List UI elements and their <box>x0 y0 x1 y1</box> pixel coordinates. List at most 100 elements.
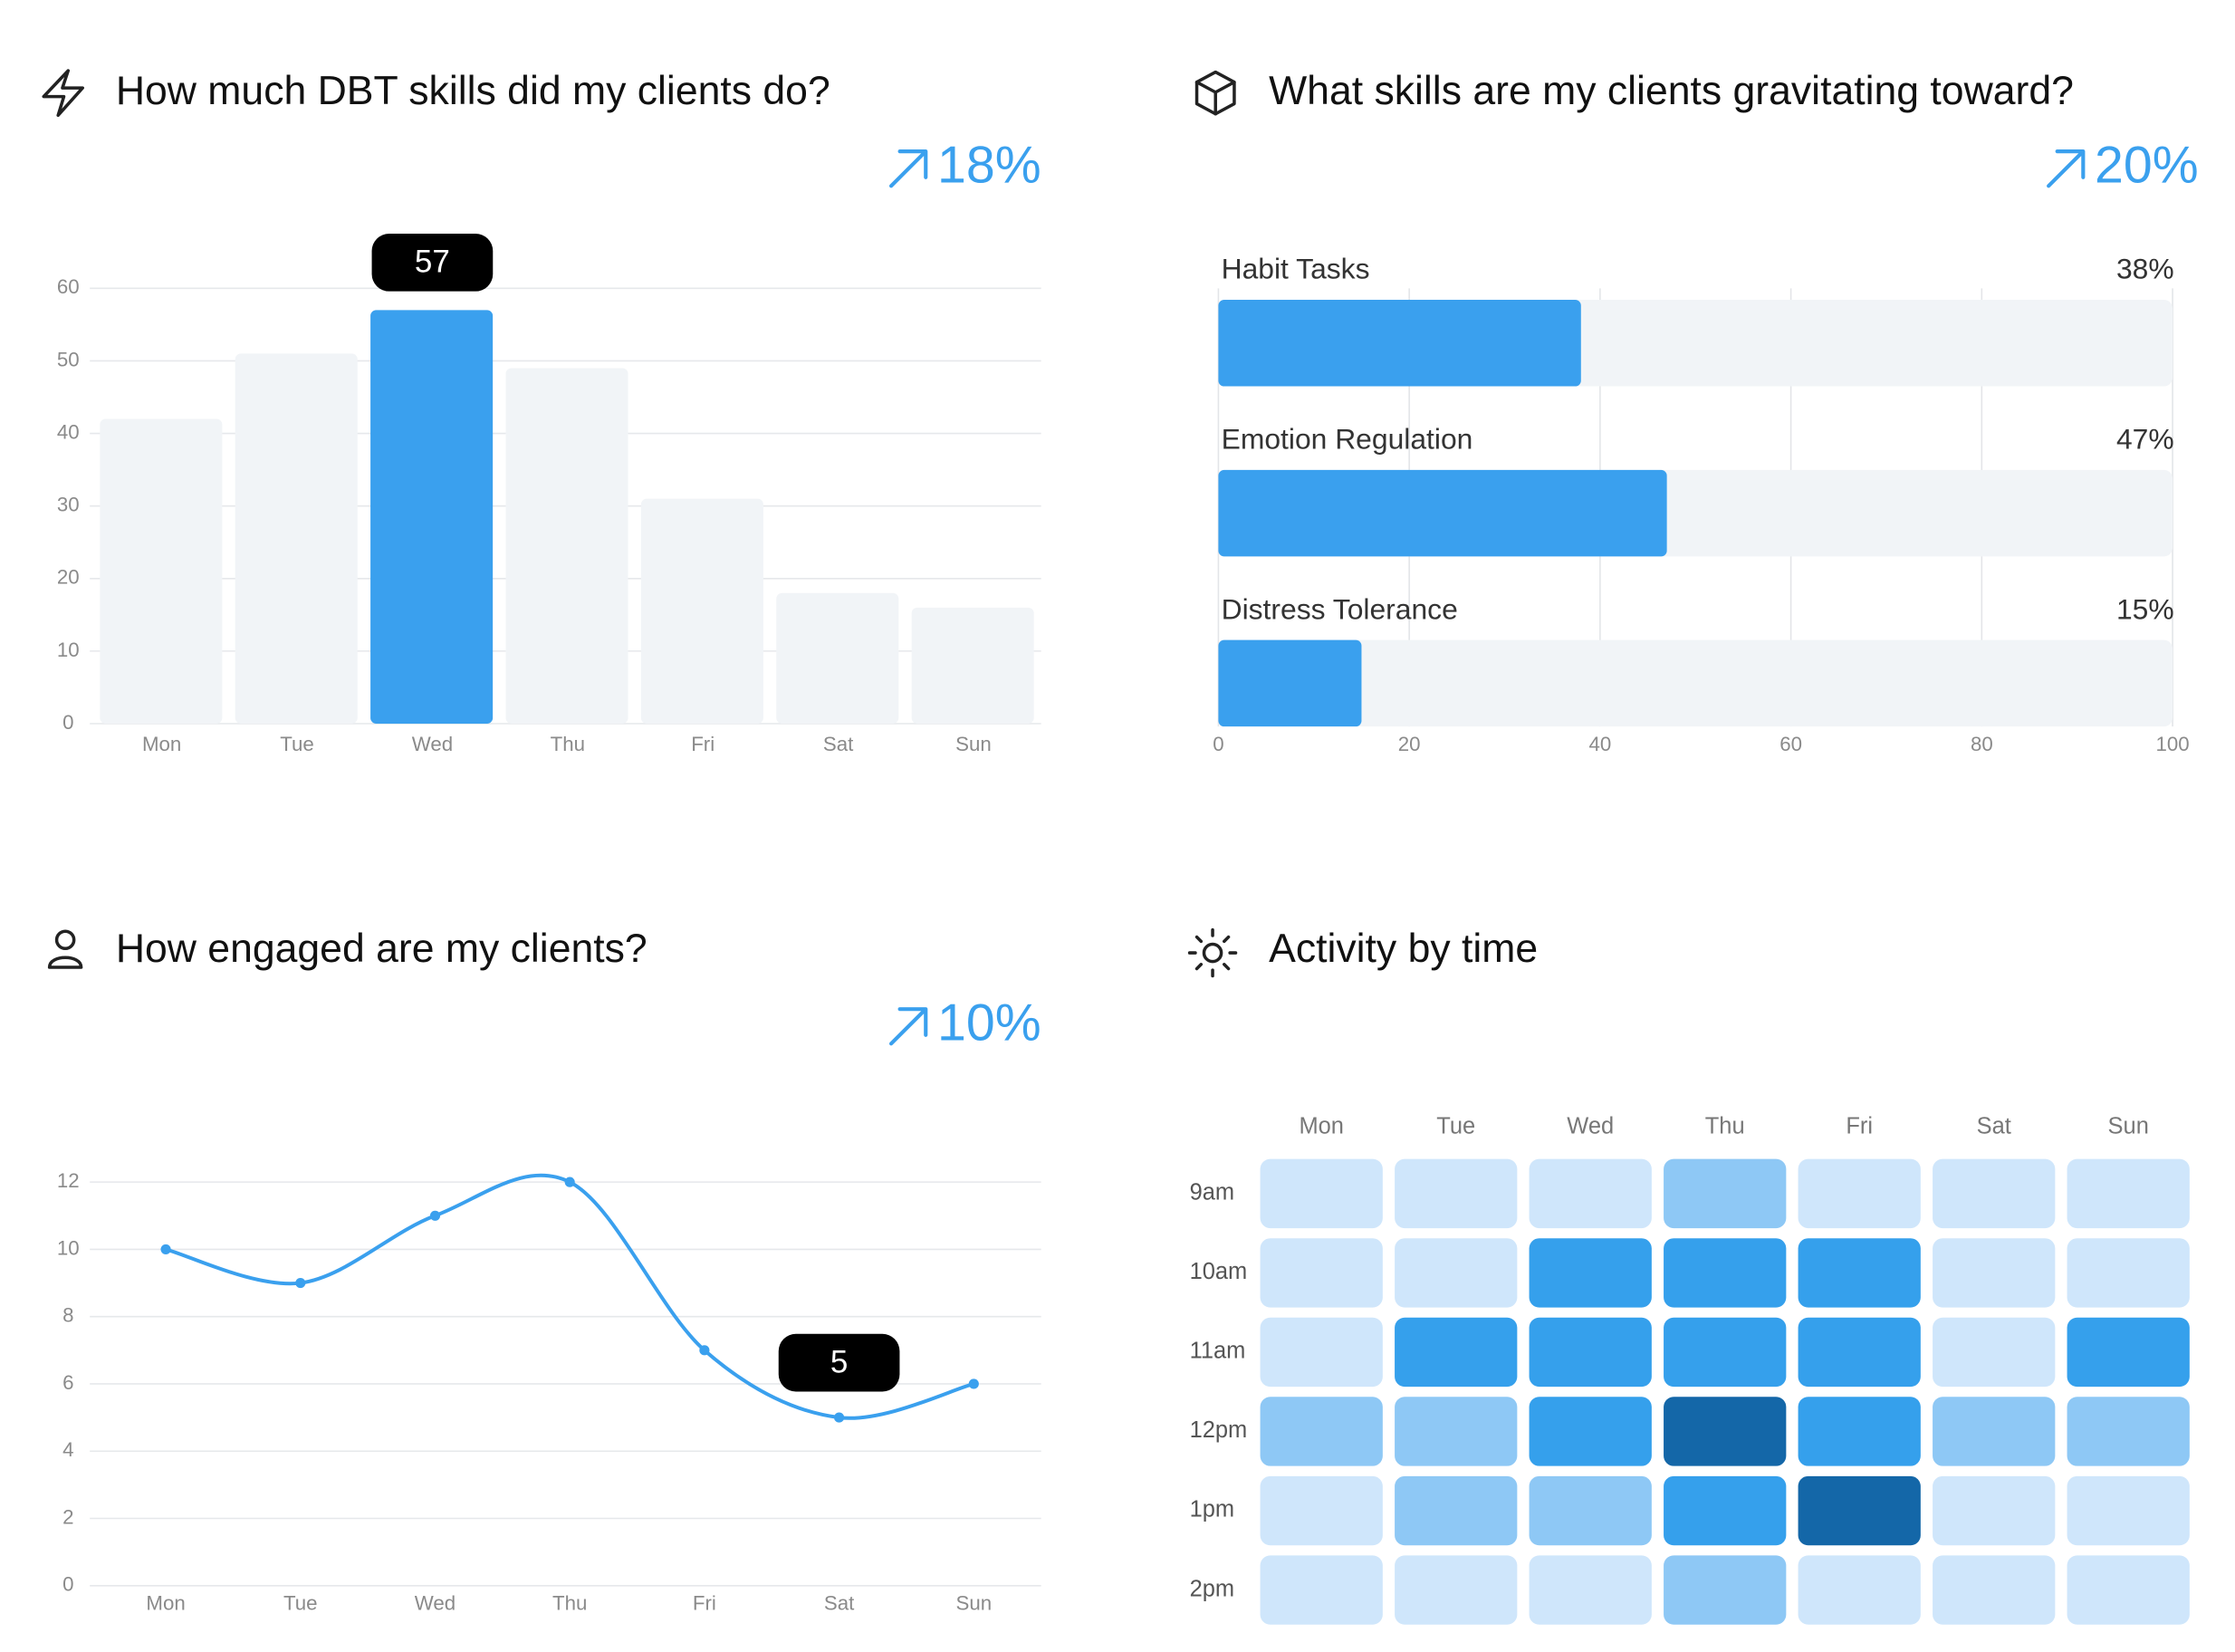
bar <box>235 353 358 724</box>
value-label: 38% <box>2116 253 2174 285</box>
tooltip-label: 5 <box>830 1344 848 1379</box>
heat-cell <box>1933 1158 2056 1229</box>
heat-cell <box>1529 1158 1652 1229</box>
lightning-icon <box>42 69 84 118</box>
column-label: Wed <box>1567 1113 1614 1138</box>
heat-cell <box>1933 1475 2056 1546</box>
heat-cell <box>1529 1317 1652 1388</box>
heat-cell <box>1260 1317 1383 1388</box>
tick-label: 10 <box>57 1236 80 1259</box>
chart-title: How much DBT skills did my clients do? <box>116 69 830 113</box>
heat-cell <box>1395 1475 1518 1546</box>
tick-label: 0 <box>1213 733 1223 755</box>
bar <box>1218 639 1362 727</box>
chart-title: What skills are my clients gravitating t… <box>1269 69 2074 113</box>
heat-cell <box>1529 1555 1652 1625</box>
tick-label: 10 <box>57 639 80 661</box>
heat-cell <box>1664 1397 1787 1466</box>
row-label: 10am <box>1190 1259 1248 1284</box>
tick-label: Tue <box>280 733 314 755</box>
tick-label: 40 <box>57 420 80 443</box>
point <box>160 1244 171 1254</box>
point <box>564 1177 575 1187</box>
column-label: Thu <box>1705 1113 1745 1138</box>
heat-cell <box>1260 1238 1383 1308</box>
chart-title: Activity by time <box>1269 927 1538 971</box>
heat-cell <box>1664 1555 1787 1625</box>
track <box>1218 639 2173 727</box>
column-label: Mon <box>1299 1113 1344 1138</box>
tick-label: Wed <box>415 1591 456 1614</box>
heat-cell <box>2067 1555 2190 1625</box>
bar <box>100 418 223 724</box>
heat-cell <box>1664 1317 1787 1388</box>
tick-label: 100 <box>2155 733 2189 755</box>
tick-label: Sat <box>824 1591 855 1614</box>
point <box>968 1378 979 1389</box>
heat-cell <box>2067 1158 2190 1229</box>
heat-cell <box>1395 1238 1518 1308</box>
trend-arrow <box>888 149 928 188</box>
tick-label: Fri <box>693 1591 716 1614</box>
bar <box>1218 300 1581 387</box>
heat-cell <box>1798 1238 1921 1308</box>
heat-cell <box>1260 1475 1383 1546</box>
tick-label: 0 <box>62 711 73 734</box>
tick-label: Thu <box>551 733 585 755</box>
row-label: 1pm <box>1190 1497 1235 1522</box>
bar <box>370 310 494 724</box>
tick-label: Sun <box>955 733 992 755</box>
bar <box>1218 469 1667 557</box>
tick-label: 12 <box>57 1169 80 1192</box>
point <box>834 1412 845 1423</box>
heat-cell <box>2067 1397 2190 1466</box>
trend-arrow <box>888 1007 928 1046</box>
tick-label: 30 <box>57 494 80 516</box>
heat-cell <box>1395 1555 1518 1625</box>
tooltip <box>778 1333 900 1392</box>
tick-label: Mon <box>142 733 181 755</box>
tick-label: 8 <box>62 1304 73 1327</box>
row-label: 12pm <box>1190 1417 1248 1443</box>
tick-label: Mon <box>146 1591 185 1614</box>
heat-cell <box>1529 1397 1652 1466</box>
tooltip-label: 57 <box>415 245 450 280</box>
heat-cell <box>1664 1158 1787 1229</box>
person-icon <box>47 929 83 969</box>
tick-label: Thu <box>552 1591 587 1614</box>
heat-cell <box>1798 1317 1921 1388</box>
column-label: Fri <box>1846 1113 1873 1138</box>
category-label: Emotion Regulation <box>1222 422 1473 455</box>
tick-label: 20 <box>57 566 80 589</box>
heat-cell <box>1260 1158 1383 1229</box>
tooltip <box>371 234 494 292</box>
bar <box>505 368 628 724</box>
heat-cell <box>1798 1475 1921 1546</box>
value-label: 47% <box>2116 422 2174 455</box>
column-label: Tue <box>1436 1113 1475 1138</box>
trend-arrow <box>2047 149 2086 188</box>
heat-cell <box>1933 1555 2056 1625</box>
tick-label: 2 <box>62 1505 73 1528</box>
trend-value: 18% <box>937 136 1041 194</box>
tick-label: 4 <box>62 1438 73 1461</box>
column-label: Sun <box>2108 1113 2149 1138</box>
heat-cell <box>1933 1317 2056 1388</box>
tick-label: Sat <box>823 733 854 755</box>
bar <box>911 607 1034 724</box>
category-label: Habit Tasks <box>1222 253 1370 285</box>
sun-icon <box>1187 927 1238 978</box>
tick-label: 60 <box>1779 733 1802 755</box>
tick-label: 20 <box>1398 733 1421 755</box>
chart-title: How engaged are my clients? <box>116 927 647 971</box>
heat-cell <box>1798 1555 1921 1625</box>
category-label: Distress Tolerance <box>1222 592 1458 625</box>
heat-cell <box>1798 1397 1921 1466</box>
heat-cell <box>2067 1317 2190 1388</box>
tick-label: Fri <box>691 733 715 755</box>
heat-cell <box>1529 1238 1652 1308</box>
tick-label: Wed <box>412 733 453 755</box>
heat-cell <box>1798 1158 1921 1229</box>
trend-value: 20% <box>2095 136 2199 194</box>
